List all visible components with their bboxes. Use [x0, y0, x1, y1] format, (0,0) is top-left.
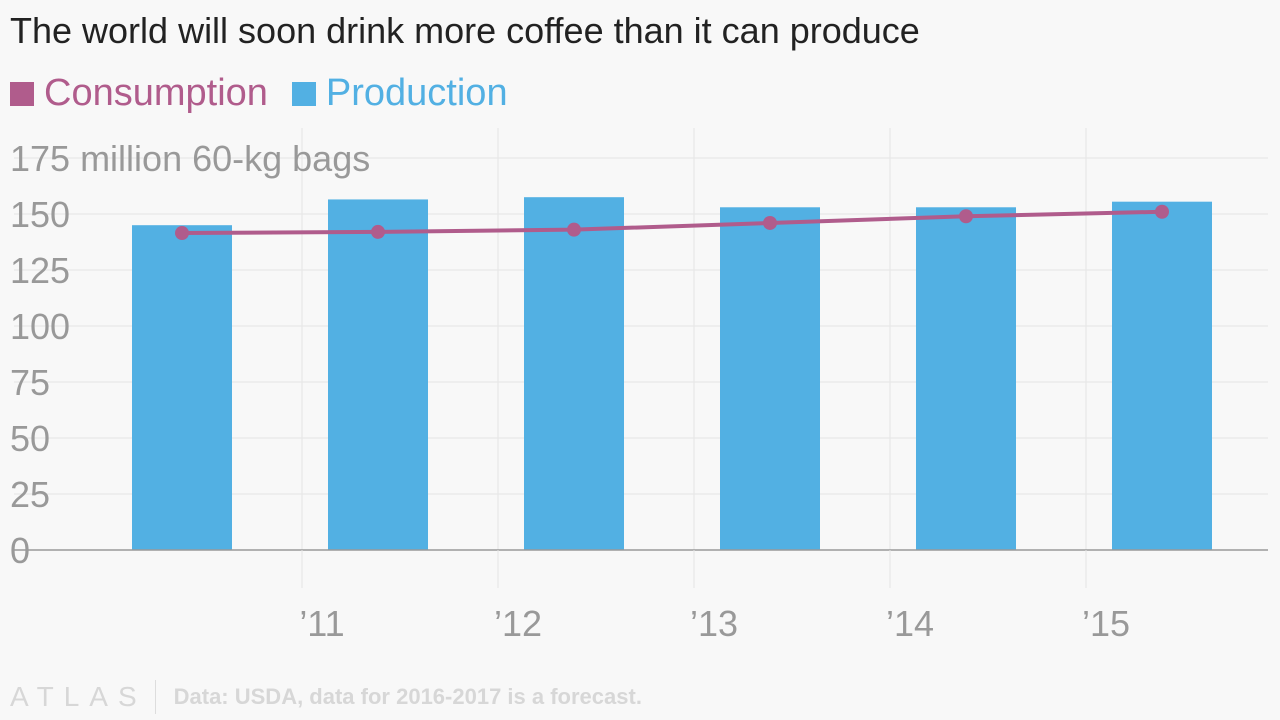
- production-bar: [1112, 201, 1212, 550]
- y-tick-label: 150: [10, 194, 70, 235]
- y-tick-label: 100: [10, 306, 70, 347]
- x-tick-label: ’14: [886, 603, 934, 644]
- production-bar: [328, 199, 428, 550]
- consumption-point: [959, 209, 973, 224]
- x-tick-label: ’13: [690, 603, 738, 644]
- production-bar: [720, 207, 820, 550]
- legend-swatch-consumption: [10, 81, 34, 106]
- atlas-logo: ATLAS: [10, 681, 147, 712]
- x-tick-label: ’15: [1082, 603, 1130, 644]
- y-tick-label: 175 million 60-kg bags: [10, 138, 370, 179]
- consumption-point: [763, 215, 777, 230]
- y-tick-label: 0: [10, 530, 30, 571]
- footer-divider: [154, 680, 156, 714]
- y-tick-label: 50: [10, 418, 50, 459]
- bar-layer: [132, 197, 1212, 550]
- legend-label-production: Production: [325, 72, 508, 114]
- line-layer: [175, 204, 1169, 241]
- y-tick-label: 25: [10, 474, 50, 515]
- production-bar: [524, 197, 624, 550]
- y-tick-label: 125: [10, 250, 70, 291]
- consumption-point: [371, 224, 385, 239]
- axis-layer: ’11 ’12 ’13 ’14 ’15 0 25 50 75 100 125 150 175 milli…: [10, 138, 1268, 644]
- x-tick-label: ’12: [494, 603, 542, 644]
- consumption-point: [567, 222, 581, 237]
- production-bar: [132, 225, 232, 550]
- consumption-point: [175, 226, 189, 241]
- legend-item-production: Production: [291, 72, 508, 115]
- legend-swatch-production: [291, 81, 316, 106]
- consumption-line: [181, 209, 1163, 236]
- legend-label-consumption: Consumption: [44, 72, 268, 114]
- y-tick-label: 75: [10, 362, 50, 403]
- legend: Consumption Production: [10, 72, 532, 115]
- chart-title: The world will soon drink more coffee th…: [10, 10, 920, 51]
- consumption-point: [1155, 204, 1169, 219]
- source-note: Data: USDA, data for 2016-2017 is a fore…: [173, 684, 642, 709]
- x-tick-label: ’11: [299, 603, 344, 644]
- production-bar: [916, 207, 1016, 550]
- footer: ATLAS Data: USDA, data for 2016-2017 is …: [10, 680, 642, 714]
- legend-item-consumption: Consumption: [10, 72, 268, 115]
